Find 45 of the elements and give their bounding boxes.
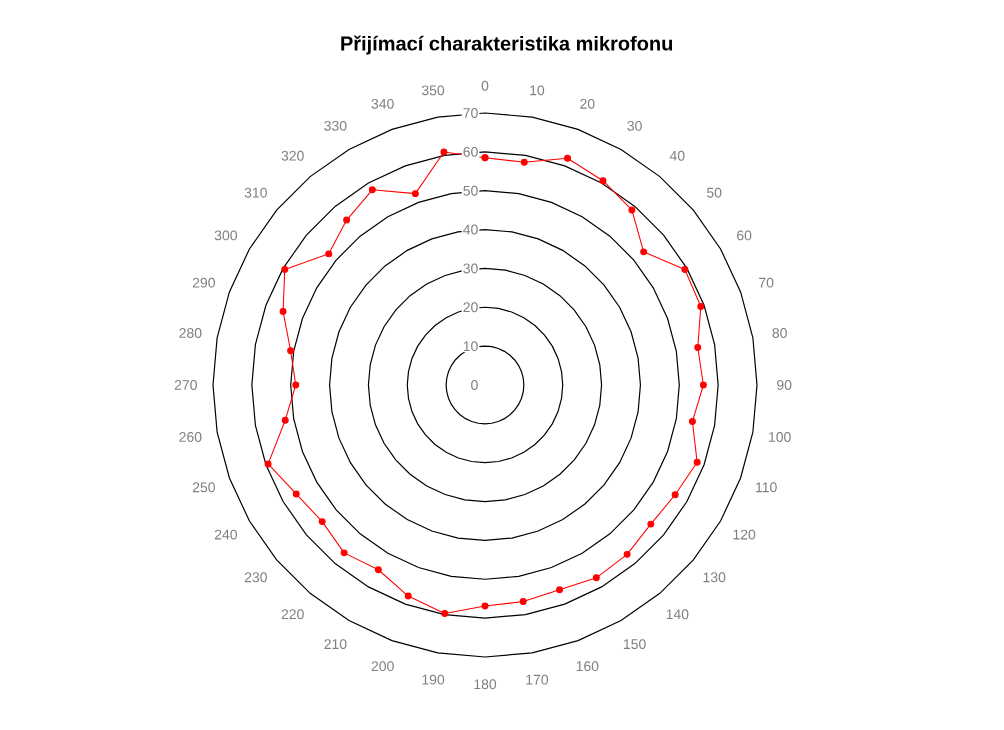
spoke-label: 30 xyxy=(627,120,642,131)
spoke-label: 190 xyxy=(422,674,445,685)
spoke-label: 50 xyxy=(706,187,722,198)
spoke-label: 100 xyxy=(769,432,791,442)
spoke-label: 20 xyxy=(580,98,595,109)
spoke-label: 120 xyxy=(733,529,756,540)
spoke-label: 10 xyxy=(530,85,545,96)
spoke-label: 310 xyxy=(244,187,267,198)
spoke-label: 170 xyxy=(526,674,549,685)
spoke-label: 320 xyxy=(281,150,304,161)
y-tick-label: 60 xyxy=(463,146,478,157)
spoke-label: 70 xyxy=(759,277,774,288)
spoke-label: 160 xyxy=(576,661,599,672)
spoke-label: 350 xyxy=(421,85,445,96)
spoke-label: 230 xyxy=(244,572,267,583)
spoke-label: 280 xyxy=(179,328,202,338)
y-tick-label: 70 xyxy=(463,108,478,118)
y-tick-label: 40 xyxy=(463,224,478,235)
y-tick-label: 30 xyxy=(463,263,478,274)
spoke-label: 200 xyxy=(371,661,394,672)
y-tick-label: 50 xyxy=(463,185,478,196)
spoke-label: 180 xyxy=(474,679,497,690)
spoke-label: 60 xyxy=(737,230,752,241)
spoke-label: 260 xyxy=(179,432,202,442)
spoke-label: 340 xyxy=(371,98,394,109)
y-tick-label: 10 xyxy=(463,341,478,352)
spoke-label: 130 xyxy=(703,572,726,583)
y-tick-label: 0 xyxy=(471,380,478,390)
spoke-label: 0 xyxy=(481,80,489,91)
spoke-label: 300 xyxy=(214,230,238,241)
spoke-label: 290 xyxy=(192,277,215,288)
spoke-label: 270 xyxy=(174,380,197,390)
spoke-label: 140 xyxy=(666,609,689,620)
spoke-label: 110 xyxy=(756,482,777,493)
y-tick-label: 20 xyxy=(463,302,478,313)
spoke-label: 210 xyxy=(324,639,347,650)
spoke-label: 220 xyxy=(281,609,304,620)
spoke-label: 150 xyxy=(623,639,646,650)
spoke-label: 40 xyxy=(669,150,685,161)
spoke-label: 250 xyxy=(192,482,215,493)
spoke-label: 240 xyxy=(214,529,238,540)
spoke-label: 330 xyxy=(324,120,347,131)
spoke-label: 90 xyxy=(777,380,792,390)
spoke-label: 80 xyxy=(772,328,787,338)
chart-title: Přijímací charakteristika mikrofonu xyxy=(341,35,673,55)
